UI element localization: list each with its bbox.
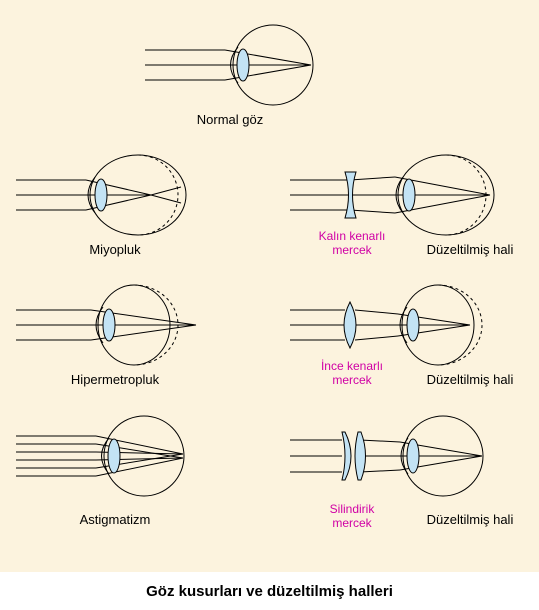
eye-hyperopia <box>16 280 226 370</box>
eye-myopia-corrected <box>290 150 530 240</box>
label-convex-lens: İnce kenarlımercek <box>321 360 383 388</box>
label-normal: Normal göz <box>197 112 263 127</box>
caption-bar: Göz kusurları ve düzeltilmiş halleri <box>0 572 539 610</box>
label-concave-lens: Kalın kenarlımercek <box>319 230 386 258</box>
label-hyperopia: Hipermetropluk <box>71 372 159 387</box>
eye-astigmatism <box>16 410 226 510</box>
label-astigmatism-corrected: Düzeltilmiş hali <box>427 512 514 527</box>
label-astigmatism: Astigmatizm <box>80 512 151 527</box>
label-cylindrical-lens: Silindirikmercek <box>330 503 375 531</box>
eye-hyperopia-corrected <box>290 280 530 370</box>
diagram-canvas: Normal göz Miyopluk <box>0 0 539 610</box>
label-hyperopia-corrected: Düzeltilmiş hali <box>427 372 514 387</box>
eye-normal <box>145 20 345 110</box>
caption-text: Göz kusurları ve düzeltilmiş halleri <box>146 583 393 600</box>
eye-myopia <box>16 150 226 240</box>
label-myopia-corrected: Düzeltilmiş hali <box>427 242 514 257</box>
label-myopia: Miyopluk <box>89 242 140 257</box>
eye-astigmatism-corrected <box>290 410 530 510</box>
